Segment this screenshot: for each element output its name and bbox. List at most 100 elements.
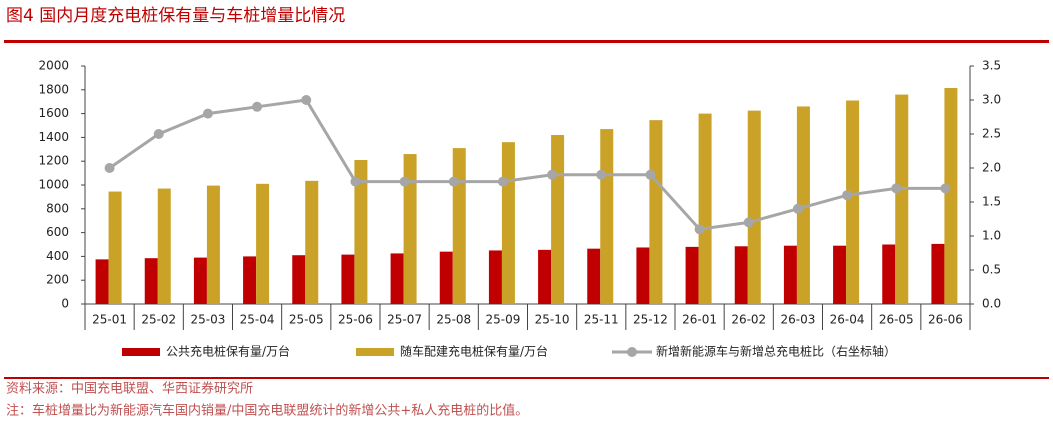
line-marker <box>252 101 263 112</box>
bar <box>636 247 650 304</box>
bar <box>488 250 502 304</box>
bar <box>747 110 761 304</box>
x-tick-label: 26-05 <box>879 313 914 327</box>
x-tick-label: 25-11 <box>584 313 619 327</box>
bar <box>95 259 109 304</box>
y-tick-label: 400 <box>46 249 69 263</box>
bar <box>354 160 368 304</box>
line-marker <box>202 108 213 119</box>
source-text: 资料来源：中国充电联盟、华西证券研究所 <box>6 381 253 397</box>
y-tick-label: 1800 <box>38 82 69 96</box>
bar <box>501 142 515 304</box>
bar <box>931 243 945 304</box>
x-tick-label: 25-08 <box>436 313 471 327</box>
bar <box>390 253 404 304</box>
x-tick-label: 25-05 <box>289 313 324 327</box>
line-marker <box>891 183 902 194</box>
bar <box>649 120 663 305</box>
bar <box>796 106 810 305</box>
line-marker <box>940 183 951 194</box>
line-marker <box>399 176 410 187</box>
footer-rule <box>4 377 1049 379</box>
bar <box>600 129 614 304</box>
x-tick-label: 25-06 <box>338 313 373 327</box>
bar <box>551 135 565 304</box>
x-tick-label: 26-06 <box>928 313 963 327</box>
bar <box>341 254 355 304</box>
y-tick-label: 1000 <box>38 178 69 192</box>
y2-tick-label: 0.0 <box>982 297 1001 311</box>
legend-swatch-marker <box>627 347 637 357</box>
line-marker <box>104 163 115 173</box>
x-tick-label: 25-12 <box>633 313 668 327</box>
x-tick-label: 26-03 <box>780 313 815 327</box>
bar <box>846 100 860 304</box>
bar <box>734 246 748 304</box>
line-marker <box>301 95 312 105</box>
x-tick-label: 26-04 <box>830 313 865 327</box>
bar <box>833 245 847 304</box>
x-tick-label: 25-10 <box>535 313 570 327</box>
bar <box>685 246 699 304</box>
legend-label: 公共充电桩保有量/万台 <box>166 344 290 359</box>
y-tick-label: 1600 <box>38 106 69 120</box>
x-tick-label: 25-09 <box>485 313 520 327</box>
y2-tick-label: 2.0 <box>982 161 1001 175</box>
bar <box>698 113 712 304</box>
bar <box>783 245 797 304</box>
bar <box>243 256 257 304</box>
x-tick-label: 25-07 <box>387 313 422 327</box>
y2-tick-label: 3.5 <box>982 59 1001 73</box>
line-marker <box>497 176 508 187</box>
legend-swatch <box>356 348 394 356</box>
line-marker <box>350 176 361 187</box>
bar <box>403 154 417 304</box>
chart-title: 图4 国内月度充电桩保有量与车桩增量比情况 <box>6 6 345 26</box>
y-tick-label: 200 <box>46 273 69 287</box>
line-marker <box>153 129 164 139</box>
bar <box>256 183 270 304</box>
y-tick-label: 1400 <box>38 130 69 144</box>
legend-label: 新增新能源车与新增总充电桩比（右坐标轴） <box>656 344 896 359</box>
bar <box>193 257 207 304</box>
y-tick-label: 0 <box>61 297 69 311</box>
line-marker <box>842 190 853 201</box>
bar <box>882 244 896 304</box>
x-tick-label: 25-01 <box>92 313 127 327</box>
legend-label: 随车配建充电桩保有量/万台 <box>400 344 548 359</box>
y2-tick-label: 2.5 <box>982 127 1001 141</box>
line-marker <box>694 224 705 235</box>
bar <box>292 255 306 304</box>
bar <box>144 258 158 304</box>
x-tick-label: 25-04 <box>240 313 275 327</box>
bar <box>587 248 601 304</box>
line-marker <box>547 169 558 180</box>
y-tick-label: 1200 <box>38 154 69 168</box>
y2-tick-label: 3.0 <box>982 93 1001 107</box>
legend-swatch <box>122 348 160 356</box>
bar <box>439 251 453 304</box>
line-marker <box>596 169 607 180</box>
bar <box>157 188 171 304</box>
note-text: 注：车桩增量比为新能源汽车国内销量/中国充电联盟统计的新增公共+私人充电桩的比值… <box>6 403 528 419</box>
y-tick-label: 600 <box>46 225 69 239</box>
line-marker <box>448 176 459 187</box>
x-tick-label: 25-03 <box>190 313 225 327</box>
line-marker <box>645 169 656 180</box>
line <box>108 98 946 231</box>
x-tick-label: 25-02 <box>141 313 176 327</box>
bar <box>538 249 552 304</box>
bar <box>895 94 909 304</box>
x-tick-label: 26-01 <box>682 313 717 327</box>
bar <box>108 191 122 304</box>
bar <box>944 88 958 304</box>
y2-tick-label: 1.5 <box>982 195 1001 209</box>
bar <box>452 148 466 304</box>
line-marker <box>792 203 803 214</box>
y2-tick-label: 1.0 <box>982 229 1001 243</box>
bar <box>206 185 220 304</box>
x-tick-label: 26-02 <box>731 313 766 327</box>
y-tick-label: 800 <box>46 201 69 215</box>
y-tick-label: 2000 <box>38 59 69 73</box>
